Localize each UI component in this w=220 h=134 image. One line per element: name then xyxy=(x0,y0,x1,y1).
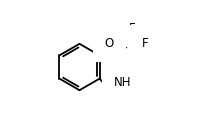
Text: O: O xyxy=(105,37,114,50)
Text: F: F xyxy=(129,22,136,35)
Text: F: F xyxy=(142,37,149,50)
Text: NH: NH xyxy=(114,76,131,89)
